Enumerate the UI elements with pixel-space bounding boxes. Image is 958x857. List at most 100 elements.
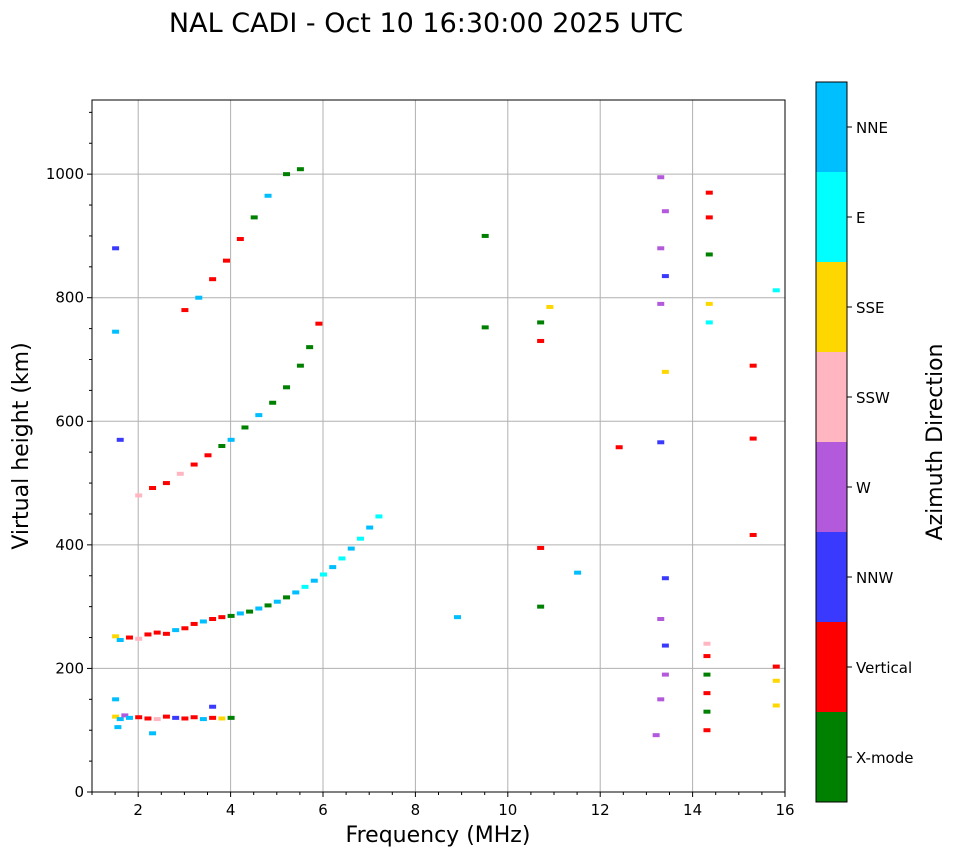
echo-point [537,320,545,325]
colorbar-tick-label: E [856,209,865,227]
y-tick-label: 600 [55,412,84,430]
echo-point [453,615,461,620]
colorbar-tick-label: X-mode [856,749,913,767]
echo-point [652,733,660,738]
echo-point [338,556,346,561]
echo-point [112,634,120,639]
echo-point [292,590,300,595]
echo-point [264,603,272,608]
echo-point [661,209,669,214]
echo-point [116,437,124,442]
grid-lines [92,100,785,792]
echo-point [296,363,304,368]
echo-point [112,329,120,334]
echo-point [241,425,249,430]
echo-point [135,636,143,641]
x-tick-label: 2 [133,801,143,819]
echo-point [296,167,304,172]
echo-point [705,301,713,306]
colorbar-tick-label: Vertical [856,659,912,677]
echo-point [703,728,711,733]
echo-point [703,641,711,646]
echo-point [749,363,757,368]
echo-point [315,321,323,326]
echo-point [121,713,129,718]
echo-point [218,615,226,620]
echo-point [144,716,152,721]
echo-point [195,295,203,300]
x-axis-label: Frequency (MHz) [346,823,531,848]
echo-point [703,691,711,696]
echo-point [301,584,309,589]
echo-point [574,570,582,575]
echo-point [703,654,711,659]
echo-point [181,716,189,721]
colorbar-segment [816,622,847,712]
x-tick-label: 8 [411,801,421,819]
echo-point [236,237,244,242]
echo-point [218,444,226,448]
echo-point [657,175,665,180]
echo-point [329,565,337,570]
echo-point [114,725,122,730]
echo-point [227,715,235,720]
echo-point [112,714,120,719]
x-tick-label: 10 [498,801,517,819]
echo-point [657,301,665,306]
echo-point [772,288,780,293]
x-tick-label: 16 [775,801,794,819]
echo-point [125,635,133,640]
echo-point [749,436,757,441]
echo-point [283,172,291,177]
y-tick-label: 400 [55,536,84,554]
echo-point [615,445,623,450]
echo-point [153,717,161,722]
echo-point [116,638,124,643]
echo-point [772,703,780,708]
echo-point [135,715,143,720]
echo-point [246,609,254,614]
echo-point [172,715,180,720]
echo-point [661,643,669,648]
echo-point [273,599,281,604]
echo-point [537,545,545,550]
y-tick-label: 800 [55,289,84,307]
echo-point [112,246,120,251]
colorbar-segment [816,442,847,532]
echo-point [204,453,212,458]
colorbar-tick-label: NNW [856,569,893,587]
y-axis-ticks: 0 200 400 600 800 1000 [46,111,92,801]
y-tick-label: 200 [55,659,84,677]
colorbar-label: Azimuth Direction [923,343,948,540]
x-tick-label: 14 [683,801,702,819]
echo-point [772,678,780,683]
echo-point [144,632,152,637]
x-tick-label: 4 [226,801,236,819]
echo-point [149,486,157,491]
chart-title: NAL CADI - Oct 10 16:30:00 2025 UTC [169,8,683,39]
echo-point [264,193,272,198]
echo-point [135,493,143,498]
echo-point [162,714,170,719]
colorbar-tick-label: NNE [856,119,888,137]
echo-point [703,709,711,714]
echo-point [255,606,263,611]
echo-point [176,471,184,476]
y-axis-label: Virtual height (km) [9,342,34,549]
echo-point [306,345,314,350]
echo-point [209,715,217,720]
echo-point [705,215,713,220]
echo-point [347,546,355,551]
echo-point [705,252,713,257]
echo-point [661,576,669,581]
echo-point [199,717,207,722]
echo-point [222,258,230,263]
echo-point [705,190,713,195]
echo-point [661,274,669,279]
colorbar-tick-label: W [856,479,871,497]
echo-point [190,715,198,720]
echo-point [356,536,364,541]
echo-point [375,514,383,519]
colorbar-segment [816,172,847,262]
